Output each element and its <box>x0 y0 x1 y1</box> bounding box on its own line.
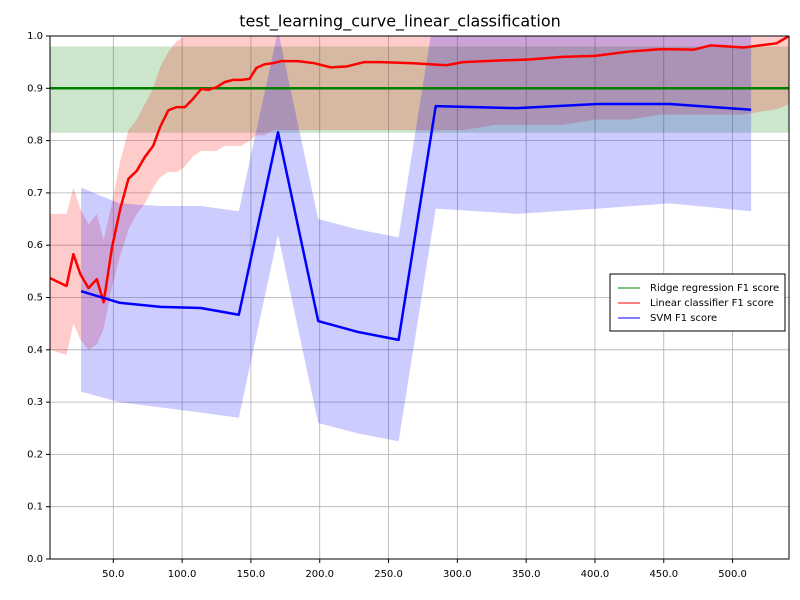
legend: Ridge regression F1 score Linear classifi… <box>609 273 786 332</box>
bands <box>50 36 789 442</box>
x-tick-label: 400.0 <box>581 569 610 580</box>
y-tick-label: 0.0 <box>27 554 43 565</box>
y-tick-label: 0.6 <box>27 240 43 251</box>
x-tick-label: 250.0 <box>374 569 403 580</box>
confidence-band <box>50 46 789 133</box>
series-line <box>80 102 752 342</box>
series-line <box>50 36 789 304</box>
y-tick-label: 0.4 <box>27 345 43 356</box>
ticks: 50.0 100.0 150.0 200.0 250.0 300.0 350.0 400.0 4… <box>27 31 747 580</box>
y-tick-label: 0.8 <box>27 136 43 147</box>
y-tick-label: 0.7 <box>27 188 43 199</box>
x-tick-label: 100.0 <box>168 569 197 580</box>
x-tick-label: 50.0 <box>102 569 124 580</box>
x-tick-label: 200.0 <box>305 569 334 580</box>
legend-label: Ridge regression F1 score <box>650 283 779 294</box>
legend-label: SVM F1 score <box>650 313 717 324</box>
x-tick-label: 350.0 <box>512 569 541 580</box>
x-tick-label: 500.0 <box>718 569 747 580</box>
x-tick-label: 450.0 <box>649 569 678 580</box>
x-tick-label: 300.0 <box>443 569 472 580</box>
confidence-band <box>81 36 752 442</box>
y-tick-label: 0.9 <box>27 83 43 94</box>
legend-label: Linear classifier F1 score <box>650 298 774 309</box>
y-tick-label: 1.0 <box>27 31 43 42</box>
confidence-band <box>50 36 789 356</box>
lines <box>50 36 789 342</box>
y-tick-label: 0.2 <box>27 449 43 460</box>
x-tick-label: 150.0 <box>237 569 266 580</box>
y-tick-label: 0.3 <box>27 397 43 408</box>
y-tick-label: 0.1 <box>27 502 43 513</box>
y-tick-label: 0.5 <box>27 293 43 304</box>
chart-title: test_learning_curve_linear_classificatio… <box>239 12 561 32</box>
